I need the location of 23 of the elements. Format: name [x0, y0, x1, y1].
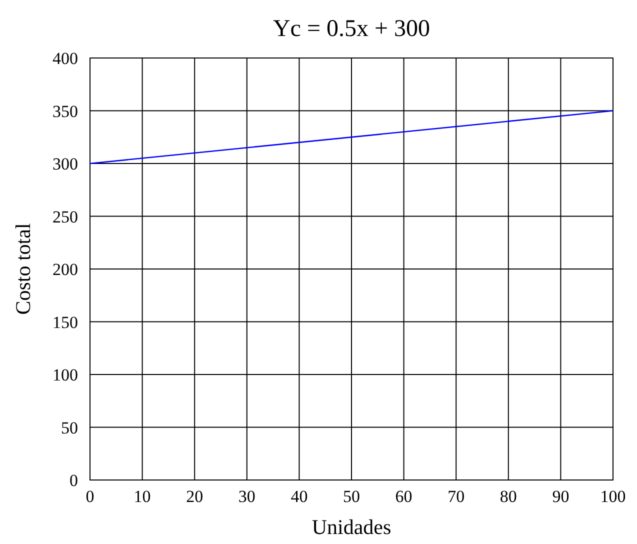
y-tick-label: 150 [52, 312, 78, 332]
x-tick-label: 0 [86, 487, 94, 506]
y-tick-label: 200 [52, 260, 78, 279]
y-tick-label: 0 [70, 471, 78, 490]
y-tick-label: 50 [61, 418, 78, 438]
x-tick-label: 10 [134, 487, 151, 506]
chart-title: Yc = 0.5x + 300 [272, 16, 430, 42]
y-tick-label: 100 [52, 366, 78, 384]
x-axis-title: Unidades [312, 515, 392, 539]
x-tick-label: 20 [186, 487, 204, 506]
x-tick-label: 60 [395, 487, 412, 506]
x-tick-label: 80 [500, 487, 517, 506]
x-tick-label: 100 [600, 487, 626, 506]
x-tick-label: 90 [552, 487, 570, 506]
x-tick-label: 30 [238, 487, 256, 506]
y-tick-label: 400 [52, 49, 78, 68]
x-tick-label: 40 [290, 487, 308, 506]
y-tick-label: 250 [52, 207, 78, 226]
y-tick-label: 350 [52, 102, 78, 121]
y-axis-title: Costo total [11, 223, 35, 315]
x-tick-label: 50 [343, 487, 360, 506]
x-tick-label: 70 [448, 487, 465, 506]
y-tick-label: 300 [52, 154, 78, 174]
